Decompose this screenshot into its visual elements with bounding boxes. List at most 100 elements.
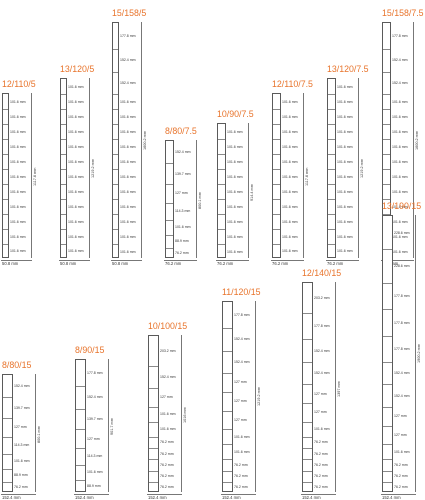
shelf-segment: [273, 199, 280, 216]
shelf-segment: [61, 199, 66, 216]
segment-label: 101.6 mm: [120, 129, 136, 134]
height-label: 800.1 mm: [36, 426, 41, 443]
segment-label: 101.6 mm: [282, 174, 298, 179]
segment-label: 101.6 mm: [337, 189, 353, 194]
shelf-segment: [166, 203, 173, 221]
shelf-segment: [383, 283, 392, 311]
cabinet-title: 12/140/15: [302, 268, 342, 279]
segment-label: 127 mm: [234, 399, 247, 404]
shelf-segment: [149, 336, 158, 367]
shelf-segment: [61, 184, 66, 201]
height-label: 1600.2 mm: [142, 130, 147, 150]
segment-label: 127 mm: [234, 417, 247, 422]
height-label: 800.1 mm: [197, 192, 202, 209]
shelf-segment: [218, 154, 225, 171]
shelf-segment: [303, 403, 312, 423]
width-label: 76.2 mm: [327, 261, 344, 266]
height-label: 1117.6 mm: [304, 167, 309, 186]
segment-label: 101.6 mm: [10, 249, 26, 254]
shelf-segment: [328, 154, 335, 171]
segment-label: 88.9 mm: [14, 473, 28, 478]
segment-label: 139.7 mm: [14, 405, 30, 410]
shelf-segment: [328, 169, 335, 186]
segment-label: 177.8 mm: [120, 34, 136, 39]
shelf-segment: [383, 72, 390, 96]
shelf-segment: [383, 49, 390, 73]
segment-label: 101.6 mm: [392, 234, 408, 239]
shelf-segment: [113, 184, 118, 201]
segment-label: 76.2 mm: [160, 474, 174, 479]
cabinet-title: 8/80/15: [2, 359, 32, 370]
segment-label: 127 mm: [160, 395, 173, 400]
shelf-segment: [218, 214, 225, 231]
segment-label: 101.6 mm: [120, 234, 136, 239]
segment-label: 127 mm: [234, 380, 247, 385]
shelf-segment: [3, 482, 12, 493]
height-dimension-line: [181, 334, 182, 492]
shelf-segment: [303, 459, 312, 472]
shelf-segment: [3, 469, 12, 483]
shelf-segment: [113, 169, 118, 186]
shelf-segment: [303, 283, 312, 315]
shelf-segment: [61, 214, 66, 230]
cabinet-body: 101.6 mm 101.6 mm 101.6 mm 101.6 mm 101.6 mm…: [272, 93, 298, 258]
segment-label: 139.7 mm: [175, 171, 191, 176]
segment-label: 76.2 mm: [234, 485, 248, 490]
shelf-segment: [166, 220, 173, 236]
shelf-segment: [61, 229, 66, 245]
segment-label: 101.6 mm: [10, 189, 26, 194]
shelf-segment: [149, 388, 158, 408]
shelf-segment: [149, 407, 158, 423]
width-dimension-line: [326, 260, 359, 261]
shelf-segment: [223, 392, 232, 412]
shelf-segment: [383, 482, 392, 493]
shelf-segment: [328, 124, 335, 141]
shelf-segment: [303, 482, 312, 493]
segment-label: 101.6 mm: [227, 144, 243, 149]
segment-label: 152.4 mm: [87, 395, 103, 400]
segment-label: 101.6 mm: [392, 114, 408, 119]
segment-label: 101.6 mm: [392, 204, 408, 209]
shelf-segment: [383, 199, 390, 216]
cabinet-body: 152.4 mm 139.7 mm 127 mm 114.3 mm 101.6 mm 88…: [165, 139, 191, 258]
height-label: 1219.2 mm: [256, 387, 261, 407]
shelf-segment: [303, 384, 312, 405]
segment-label: 101.6 mm: [120, 204, 136, 209]
segment-label: 203.2 mm: [314, 296, 330, 301]
shelf-segment: [273, 109, 280, 126]
cabinet-body: 152.4 mm 139.7 mm 127 mm 114.3 mm 101.6 mm 88…: [2, 373, 30, 493]
segment-label: 101.6 mm: [337, 129, 353, 134]
shelf-segment: [273, 184, 280, 201]
segment-label: 76.2 mm: [314, 474, 328, 479]
shelf-segment: [61, 244, 66, 259]
width-dimension-line: [216, 260, 249, 261]
segment-label: 101.6 mm: [392, 99, 408, 104]
segment-label: 152.4 mm: [120, 58, 136, 63]
shelf-segment: [273, 154, 280, 171]
width-label: 152.4 mm: [2, 495, 21, 500]
segment-label: 101.6 mm: [337, 174, 353, 179]
cabinet-title: 12/110/5: [2, 79, 36, 90]
width-dimension-line: [271, 260, 304, 261]
shelf-segment: [76, 386, 85, 410]
height-label: 1219.2 mm: [359, 159, 364, 179]
segment-label: 152.4 mm: [234, 359, 250, 364]
segment-label: 101.6 mm: [282, 114, 298, 119]
shelf-segment: [273, 169, 280, 186]
shelf-segment: [218, 244, 225, 259]
segment-label: 101.6 mm: [392, 189, 408, 194]
segment-label: 101.6 mm: [10, 219, 26, 224]
cabinet-body: 203.2 mm 152.4 mm 127 mm 101.6 mm 101.6 mm 76…: [148, 334, 176, 492]
width-dimension-line: [301, 494, 336, 495]
segment-label: 152.4 mm: [392, 58, 408, 63]
shelf-segment: [383, 139, 390, 156]
shelf-segment: [113, 124, 118, 141]
width-dimension-line: [147, 494, 182, 495]
height-label: 1117.6 mm: [32, 167, 37, 186]
shelf-segment: [76, 448, 85, 466]
segment-label: 101.6 mm: [160, 427, 176, 432]
shelf-segment: [76, 360, 85, 388]
shelf-segment: [303, 362, 312, 386]
segment-label: 101.6 mm: [282, 249, 298, 254]
segment-label: 152.4 mm: [175, 150, 191, 155]
